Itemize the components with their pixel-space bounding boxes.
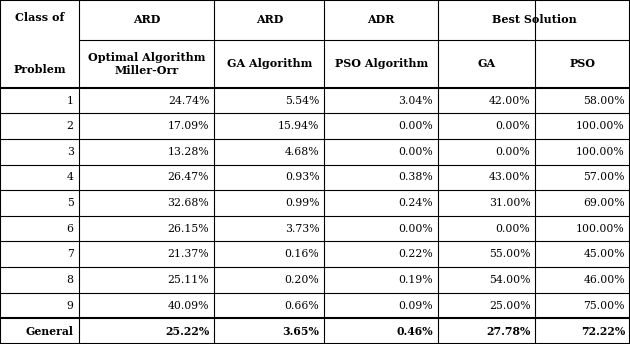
Text: 25.00%: 25.00% [489, 301, 530, 311]
Text: 32.68%: 32.68% [168, 198, 209, 208]
Text: Class of: Class of [14, 12, 64, 23]
Text: 4.68%: 4.68% [285, 147, 319, 157]
Text: 6: 6 [67, 224, 74, 234]
Text: 0.09%: 0.09% [398, 301, 433, 311]
Text: 5.54%: 5.54% [285, 96, 319, 106]
Text: ADR: ADR [367, 14, 395, 25]
Text: 0.00%: 0.00% [496, 121, 530, 131]
Text: Optimal Algorithm
Miller-Orr: Optimal Algorithm Miller-Orr [88, 52, 205, 76]
Text: 0.20%: 0.20% [285, 275, 319, 285]
Text: 0.00%: 0.00% [398, 224, 433, 234]
Text: 100.00%: 100.00% [576, 121, 625, 131]
Text: 17.09%: 17.09% [168, 121, 209, 131]
Text: 100.00%: 100.00% [576, 147, 625, 157]
Text: 9: 9 [67, 301, 74, 311]
Text: 26.15%: 26.15% [168, 224, 209, 234]
Text: 1: 1 [67, 96, 74, 106]
Text: 0.38%: 0.38% [398, 172, 433, 182]
Text: 46.00%: 46.00% [583, 275, 625, 285]
Text: 24.74%: 24.74% [168, 96, 209, 106]
Text: 43.00%: 43.00% [489, 172, 530, 182]
Text: GA: GA [478, 58, 496, 69]
Text: ARD: ARD [133, 14, 160, 25]
Text: 0.16%: 0.16% [285, 249, 319, 259]
Text: 3.04%: 3.04% [398, 96, 433, 106]
Text: General: General [26, 326, 74, 337]
Text: 13.28%: 13.28% [168, 147, 209, 157]
Text: 72.22%: 72.22% [581, 326, 625, 337]
Text: 54.00%: 54.00% [489, 275, 530, 285]
Text: 15.94%: 15.94% [278, 121, 319, 131]
Text: 42.00%: 42.00% [489, 96, 530, 106]
Text: 69.00%: 69.00% [583, 198, 625, 208]
Text: 3.73%: 3.73% [285, 224, 319, 234]
Text: 7: 7 [67, 249, 74, 259]
Text: PSO: PSO [570, 58, 596, 69]
Text: 21.37%: 21.37% [168, 249, 209, 259]
Text: 0.00%: 0.00% [398, 147, 433, 157]
Text: Problem: Problem [13, 64, 66, 75]
Text: Best Solution: Best Solution [491, 14, 576, 25]
Text: 8: 8 [67, 275, 74, 285]
Text: 0.46%: 0.46% [396, 326, 433, 337]
Text: 3: 3 [67, 147, 74, 157]
Text: 57.00%: 57.00% [583, 172, 625, 182]
Text: 25.22%: 25.22% [165, 326, 209, 337]
Text: 45.00%: 45.00% [583, 249, 625, 259]
Text: 0.00%: 0.00% [496, 147, 530, 157]
Text: 3.65%: 3.65% [282, 326, 319, 337]
Text: 27.78%: 27.78% [486, 326, 530, 337]
Text: 0.19%: 0.19% [398, 275, 433, 285]
Text: 0.24%: 0.24% [398, 198, 433, 208]
Text: 26.47%: 26.47% [168, 172, 209, 182]
Text: 55.00%: 55.00% [489, 249, 530, 259]
Text: 0.22%: 0.22% [398, 249, 433, 259]
Text: 0.99%: 0.99% [285, 198, 319, 208]
Text: 5: 5 [67, 198, 74, 208]
Text: 31.00%: 31.00% [489, 198, 530, 208]
Text: 58.00%: 58.00% [583, 96, 625, 106]
Text: GA Algorithm: GA Algorithm [227, 58, 312, 69]
Text: 0.00%: 0.00% [496, 224, 530, 234]
Text: PSO Algorithm: PSO Algorithm [335, 58, 428, 69]
Text: 100.00%: 100.00% [576, 224, 625, 234]
Text: 0.93%: 0.93% [285, 172, 319, 182]
Text: 2: 2 [67, 121, 74, 131]
Text: 75.00%: 75.00% [583, 301, 625, 311]
Text: 4: 4 [67, 172, 74, 182]
Text: ARD: ARD [256, 14, 283, 25]
Text: 25.11%: 25.11% [168, 275, 209, 285]
Text: 40.09%: 40.09% [168, 301, 209, 311]
Text: 0.66%: 0.66% [285, 301, 319, 311]
Text: 0.00%: 0.00% [398, 121, 433, 131]
